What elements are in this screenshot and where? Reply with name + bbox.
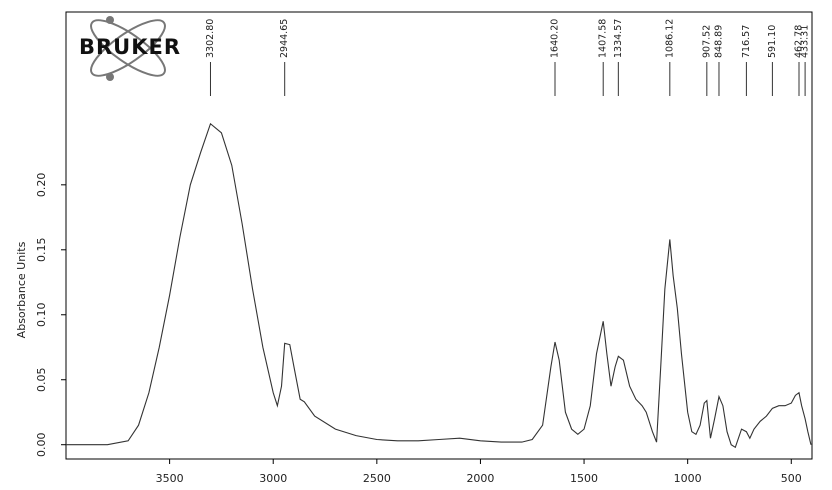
peak-label: 848.89 [713, 25, 724, 58]
peak-label: 1334.57 [613, 19, 624, 58]
x-tick-label: 500 [781, 472, 802, 485]
peak-label: 1640.20 [550, 19, 561, 58]
peak-label: 907.52 [701, 25, 712, 58]
x-tick-label: 3500 [156, 472, 184, 485]
y-tick-label: 0.00 [35, 432, 48, 457]
peak-label: 716.57 [741, 25, 752, 58]
y-tick-label: 0.10 [35, 303, 48, 328]
peak-label: 1086.12 [664, 19, 675, 58]
y-tick-label: 0.20 [35, 173, 48, 198]
x-tick-label: 2500 [363, 472, 391, 485]
peak-label: 1407.58 [598, 19, 609, 58]
y-axis-label: Absorbance Units [15, 241, 28, 338]
plot-frame [65, 11, 813, 460]
x-tick-label: 1500 [570, 472, 598, 485]
peak-label: 462.78 [793, 25, 804, 58]
x-tick-label: 3000 [259, 472, 287, 485]
logo: BRUKER [79, 16, 181, 81]
peak-label: 591.10 [767, 25, 778, 58]
y-tick-label: 0.05 [35, 367, 48, 392]
y-tick-label: 0.15 [35, 238, 48, 263]
peak-label: 3302.80 [205, 19, 216, 58]
spectrum-line [66, 122, 812, 449]
logo-text: BRUKER [79, 35, 181, 59]
x-tick-label: 1000 [674, 472, 702, 485]
peak-label: 433.31 [800, 25, 811, 58]
x-tick-label: 2000 [466, 472, 494, 485]
peak-label: 2944.65 [279, 19, 290, 58]
